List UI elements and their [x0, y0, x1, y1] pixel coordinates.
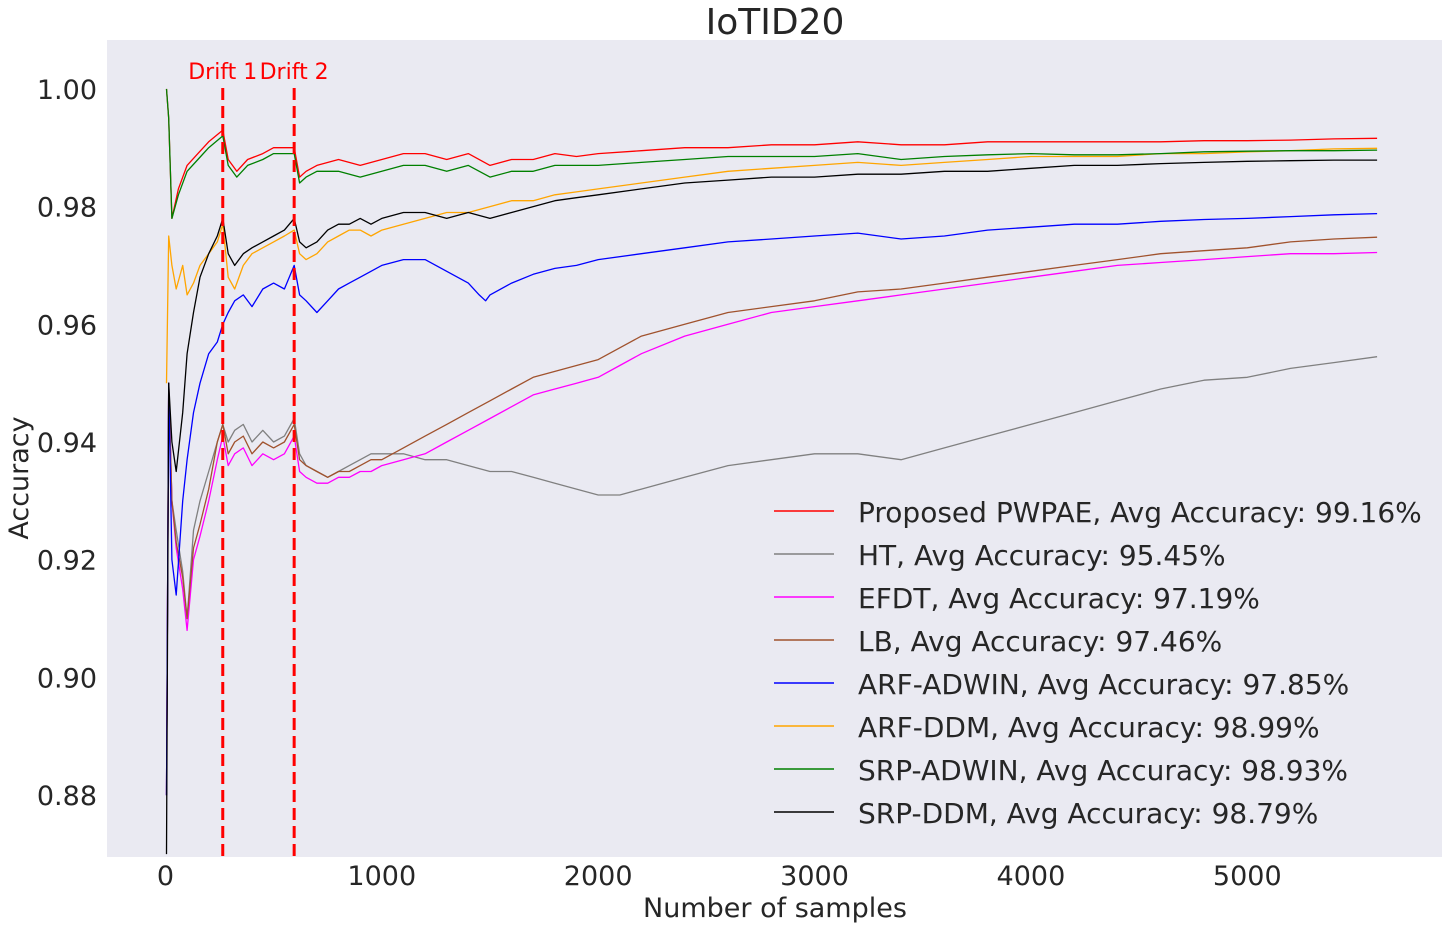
legend-entry-0: Proposed PWPAE, Avg Accuracy: 99.16% — [858, 496, 1422, 529]
legend: Proposed PWPAE, Avg Accuracy: 99.16% HT, … — [774, 496, 1422, 830]
y-axis-label: Accuracy — [4, 416, 35, 539]
series-line-4 — [165, 212, 1378, 796]
series-line-0 — [165, 88, 1378, 220]
plot-area — [107, 40, 1442, 857]
x-tick-label: 5000 — [1213, 861, 1282, 892]
drift-label-2: Drift 2 — [260, 60, 329, 85]
x-tick-label: 0 — [157, 861, 174, 892]
y-tick-label: 0.92 — [37, 546, 97, 577]
legend-entry-1: HT, Avg Accuracy: 95.45% — [858, 539, 1226, 572]
y-tick-label: 0.90 — [37, 663, 97, 694]
x-axis-label: Number of samples — [643, 893, 907, 924]
series-line-5 — [165, 147, 1378, 384]
chart-title: IoTID20 — [706, 2, 845, 43]
y-tick-label: 0.88 — [37, 781, 97, 812]
y-tick-label: 0.96 — [37, 310, 97, 341]
x-tick-label: 3000 — [780, 861, 849, 892]
legend-entry-4: ARF-ADWIN, Avg Accuracy: 97.85% — [858, 668, 1349, 701]
y-axis: 0.88 0.90 0.92 0.94 0.96 0.98 1.00 — [37, 75, 97, 812]
drift-label-1: Drift 1 — [188, 60, 257, 85]
x-axis: 0 1000 2000 3000 4000 5000 — [157, 861, 1282, 892]
series-lines — [165, 88, 1378, 855]
x-tick-label: 2000 — [564, 861, 633, 892]
series-line-6 — [165, 88, 1378, 220]
legend-entry-3: LB, Avg Accuracy: 97.46% — [858, 625, 1222, 658]
y-tick-label: 0.98 — [37, 193, 97, 224]
legend-entry-6: SRP-ADWIN, Avg Accuracy: 98.93% — [858, 754, 1348, 787]
y-tick-label: 0.94 — [37, 428, 97, 459]
legend-entry-2: EFDT, Avg Accuracy: 97.19% — [858, 582, 1260, 615]
series-line-3 — [165, 236, 1378, 796]
legend-entry-5: ARF-DDM, Avg Accuracy: 98.99% — [858, 711, 1320, 744]
series-line-7 — [165, 159, 1378, 855]
x-tick-label: 1000 — [347, 861, 416, 892]
y-tick-label: 1.00 — [37, 75, 97, 106]
series-line-2 — [165, 251, 1378, 796]
drift-markers: Drift 1 Drift 2 — [188, 60, 329, 857]
x-tick-label: 4000 — [997, 861, 1066, 892]
legend-entry-7: SRP-DDM, Avg Accuracy: 98.79% — [858, 797, 1318, 830]
